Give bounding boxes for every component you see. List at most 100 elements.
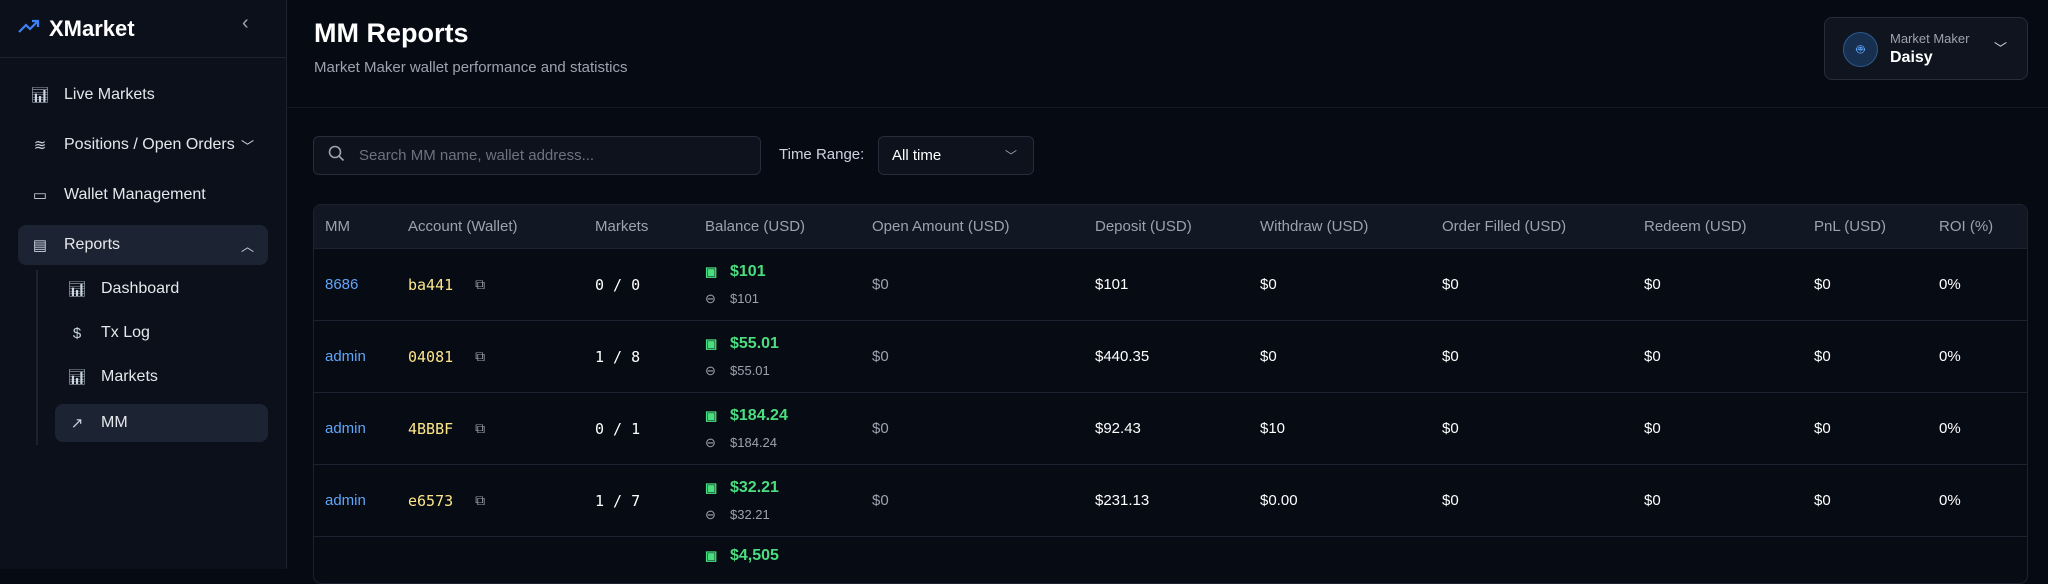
sidebar-item-wallet-management[interactable]: ▭ Wallet Management — [18, 175, 268, 215]
column-header[interactable]: PnL (USD) — [1814, 218, 1886, 235]
chevron-down-icon: ﹀ — [1004, 149, 1017, 163]
wallet-account: 4BBBF ⧉ — [408, 420, 595, 438]
main-content: MM Reports Market Maker wallet performan… — [287, 0, 2048, 584]
market-maker-label: Market Maker — [1890, 31, 1970, 46]
table-row[interactable]: 8686 ba441 ⧉ 0 / 0 ▣ $101 ⊖ $101 $0 $101 $0… — [314, 249, 2027, 321]
collapse-sidebar-icon[interactable]: ‹ — [242, 12, 249, 34]
search-placeholder: Search MM name, wallet address... — [359, 147, 595, 164]
redeem: $0 — [1644, 492, 1661, 509]
bot-icon: 🤖︎ — [1843, 32, 1878, 67]
withdraw: $0 — [1260, 348, 1277, 365]
open-amount: $0 — [872, 420, 889, 437]
markets-count: 0 / 1 — [595, 419, 641, 438]
balance-linked-value: $184.24 — [730, 435, 777, 450]
sidebar-item-live-markets[interactable]: 📊︎ Live Markets — [18, 75, 268, 115]
link-icon: ⊖ — [705, 362, 716, 378]
submenu-line — [36, 270, 38, 445]
wallet-address: e6573 — [408, 491, 454, 510]
markets-count: 0 / 0 — [595, 275, 641, 294]
column-header[interactable]: MM — [325, 218, 350, 235]
sidebar-item-markets[interactable]: 📊︎ Markets — [55, 358, 268, 396]
copy-icon[interactable]: ⧉ — [475, 276, 486, 293]
column-header[interactable]: Open Amount (USD) — [872, 218, 1010, 235]
logo[interactable]: XMarket — [0, 0, 286, 58]
order-filled: $0 — [1442, 348, 1459, 365]
table-header: MM Account (Wallet) Markets Balance (USD… — [314, 205, 2027, 249]
open-amount: $0 — [872, 348, 889, 365]
mm-name-link[interactable]: admin — [325, 348, 366, 365]
sidebar-item-label: Positions / Open Orders — [64, 136, 235, 153]
pnl: $0 — [1814, 420, 1831, 437]
column-header[interactable]: Account (Wallet) — [408, 218, 518, 235]
sidebar-item-label: Dashboard — [101, 280, 180, 297]
column-header[interactable]: Balance (USD) — [705, 218, 806, 235]
sidebar-item-reports[interactable]: ▤ Reports ︿ — [18, 225, 268, 265]
bar-chart-icon: 📊︎ — [67, 369, 87, 386]
wallet-account: e6573 ⧉ — [408, 492, 595, 510]
column-header[interactable]: Deposit (USD) — [1095, 218, 1192, 235]
wallet-address: ba441 — [408, 275, 454, 294]
mm-name-link[interactable]: admin — [325, 492, 366, 509]
sidebar-item-tx-log[interactable]: $ Tx Log — [55, 314, 268, 352]
balance-value: $4,505 — [730, 547, 779, 564]
chevron-up-icon: ︿ — [240, 238, 254, 254]
roi: 0% — [1939, 420, 1961, 437]
table-row[interactable]: admin e6573 ⧉ 1 / 7 ▣ $32.21 ⊖ $32.21 $0 $2… — [314, 465, 2027, 537]
time-range-select[interactable]: All time ﹀ — [878, 136, 1034, 175]
column-header[interactable]: Redeem (USD) — [1644, 218, 1747, 235]
roi: 0% — [1939, 276, 1961, 293]
pnl: $0 — [1814, 492, 1831, 509]
copy-icon[interactable]: ⧉ — [475, 348, 486, 365]
redeem: $0 — [1644, 348, 1661, 365]
page-header: MM Reports Market Maker wallet performan… — [287, 0, 2048, 108]
wallet-icon: ▭ — [32, 187, 48, 204]
redeem: $0 — [1644, 276, 1661, 293]
search-input[interactable]: Search MM name, wallet address... — [313, 136, 761, 175]
wallet-icon: ▣ — [705, 548, 718, 563]
time-range-value: All time — [892, 147, 942, 164]
bar-chart-icon: 📊︎ — [30, 87, 50, 104]
balance-cell: ▣ $184.24 ⊖ $184.24 — [705, 407, 872, 451]
table-row[interactable]: ▣ $4,505 — [314, 537, 2027, 583]
roi: 0% — [1939, 348, 1961, 365]
wallet-account: 04081 ⧉ — [408, 348, 595, 366]
order-filled: $0 — [1442, 276, 1459, 293]
table-row[interactable]: admin 4BBBF ⧉ 0 / 1 ▣ $184.24 ⊖ $184.24 $0 … — [314, 393, 2027, 465]
roi: 0% — [1939, 492, 1961, 509]
wallet-icon: ▣ — [705, 335, 718, 351]
wallet-account: ba441 ⧉ — [408, 276, 595, 294]
wallet-icon: ▣ — [705, 263, 718, 279]
mm-name-link[interactable]: admin — [325, 420, 366, 437]
trending-up-icon — [18, 18, 40, 39]
wallet-address: 4BBBF — [408, 419, 454, 438]
sidebar-item-label: Tx Log — [101, 324, 150, 341]
sidebar-item-positions[interactable]: ≋ Positions / Open Orders ﹀ — [18, 125, 268, 165]
table-body: 8686 ba441 ⧉ 0 / 0 ▣ $101 ⊖ $101 $0 $101 $0… — [314, 249, 2027, 583]
search-icon — [328, 145, 345, 167]
deposit: $101 — [1095, 276, 1129, 293]
balance-value: $184.24 — [730, 406, 788, 424]
sidebar-item-dashboard[interactable]: 📊︎ Dashboard — [55, 270, 268, 308]
markets-count: 1 / 7 — [595, 491, 641, 510]
market-maker-selector[interactable]: 🤖︎ Market Maker Daisy ﹀ — [1824, 17, 2028, 80]
copy-icon[interactable]: ⧉ — [475, 420, 486, 437]
app-name: XMarket — [49, 15, 135, 41]
balance-value: $101 — [730, 262, 766, 280]
mm-name-link[interactable]: 8686 — [325, 276, 359, 293]
mm-report-table: MM Account (Wallet) Markets Balance (USD… — [313, 204, 2028, 584]
table-row[interactable]: admin 04081 ⧉ 1 / 8 ▣ $55.01 ⊖ $55.01 $0 $4… — [314, 321, 2027, 393]
market-maker-value: Daisy — [1890, 49, 1933, 66]
wallet-address: 04081 — [408, 347, 454, 366]
balance-cell: ▣ $4,505 — [705, 547, 872, 565]
file-icon: ▤ — [32, 237, 48, 254]
sidebar-item-mm[interactable]: ↗ MM — [55, 404, 268, 442]
column-header[interactable]: Withdraw (USD) — [1260, 218, 1369, 235]
deposit: $92.43 — [1095, 420, 1141, 437]
column-header[interactable]: ROI (%) — [1939, 218, 1994, 235]
column-header[interactable]: Order Filled (USD) — [1442, 218, 1567, 235]
balance-value: $32.21 — [730, 478, 779, 496]
open-amount: $0 — [872, 492, 889, 509]
copy-icon[interactable]: ⧉ — [475, 492, 486, 509]
pnl: $0 — [1814, 276, 1831, 293]
column-header[interactable]: Markets — [595, 218, 649, 235]
